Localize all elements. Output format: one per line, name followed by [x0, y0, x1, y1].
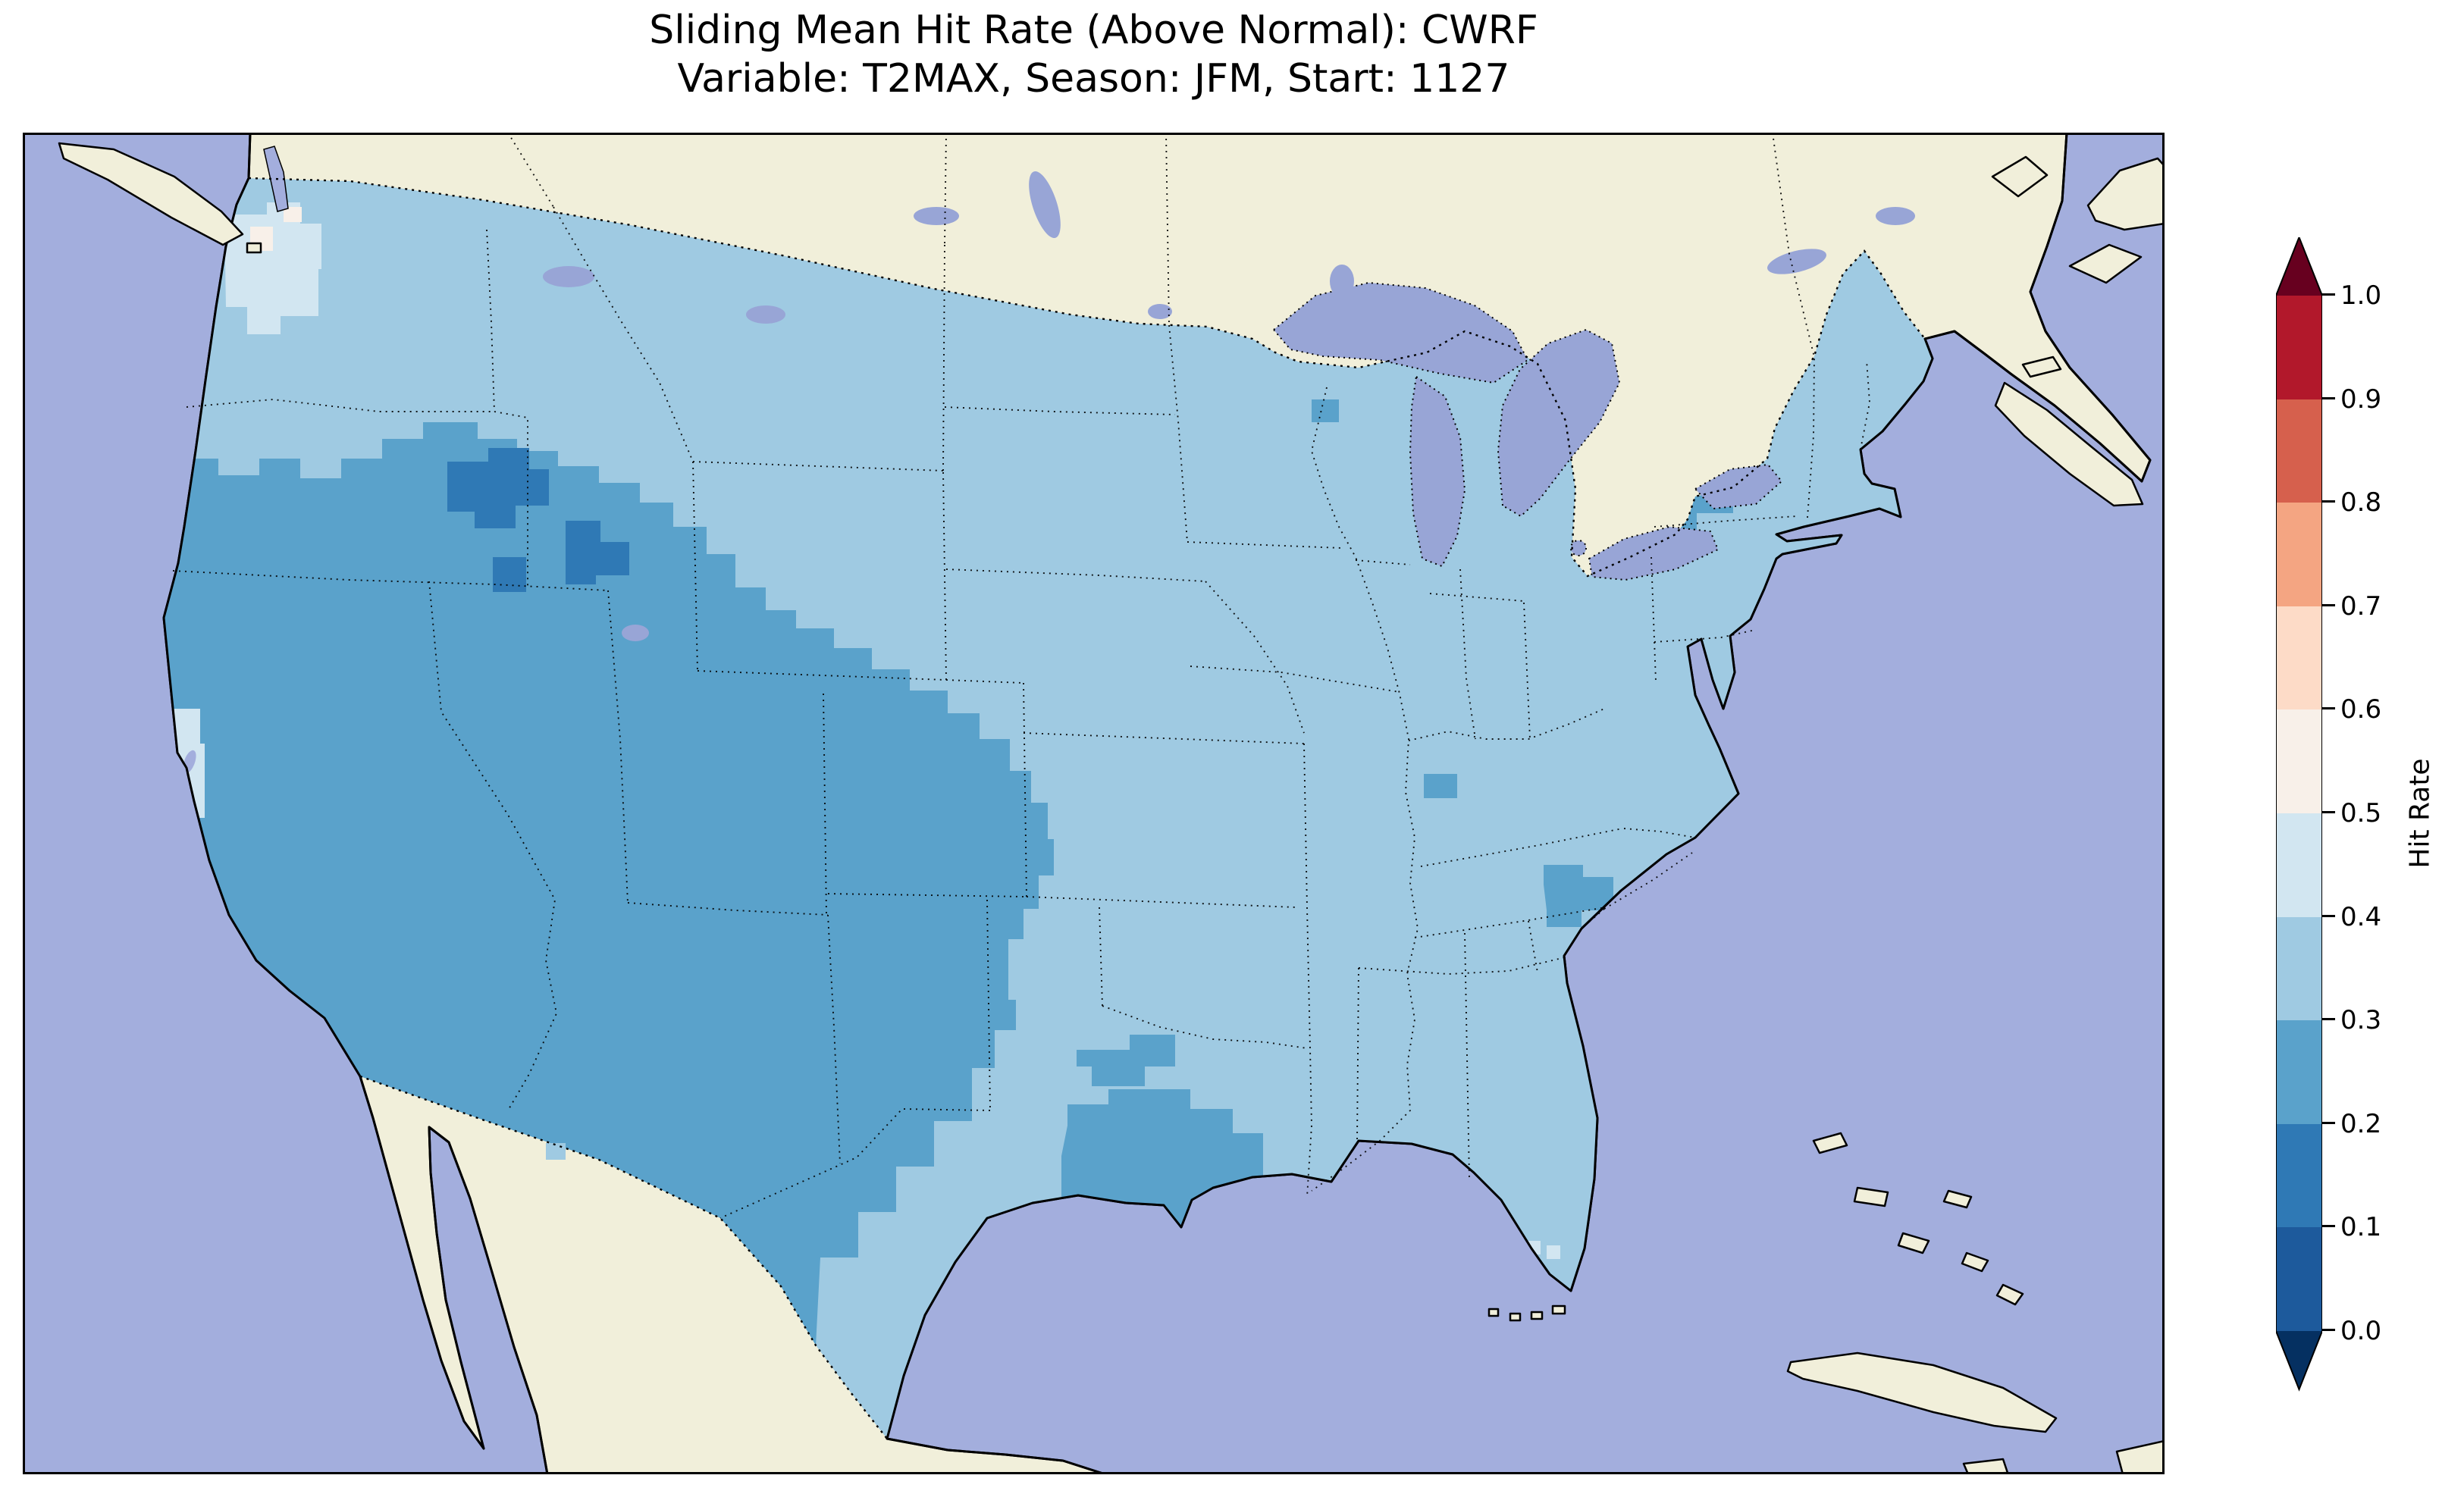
colorbar-tick-label: 0.6: [2340, 694, 2382, 725]
bahamas-island: [1961, 1251, 1989, 1273]
canada-lake: [914, 207, 959, 225]
colorbar-under-arrow: [2276, 1331, 2322, 1389]
lake-erie: [1588, 525, 1719, 581]
canada-lake: [1767, 249, 1826, 274]
small-lakes: [183, 171, 1915, 774]
map-panel: [23, 133, 2165, 1474]
canada-lake: [746, 305, 785, 324]
florida-key: [1551, 1305, 1566, 1315]
canada-lake: [1876, 207, 1915, 225]
colorbar-tick-label: 0.2: [2340, 1109, 2382, 1139]
anticosti-island: [2068, 243, 2143, 284]
hit-rate-patch-southwest-montana: [566, 521, 629, 584]
colorbar-segment: [2276, 813, 2322, 917]
colorbar-segment: [2276, 1020, 2322, 1124]
colorbar-tick: [2322, 604, 2335, 606]
gulf-island: [246, 242, 262, 254]
colorbar-segment: [2276, 399, 2322, 503]
colorbar-tick: [2322, 811, 2335, 813]
colorbar-tick-label: 0.4: [2340, 902, 2382, 932]
bahamas-island: [1853, 1186, 1889, 1207]
colorbar-tick: [2322, 707, 2335, 709]
nova-scotia: [1994, 381, 2144, 507]
colorbar-tick-label: 0.5: [2340, 798, 2382, 828]
cuba: [1786, 1351, 2058, 1433]
figure-title: Sliding Mean Hit Rate (Above Normal): CW…: [23, 6, 2165, 103]
colorbar-tick: [2322, 500, 2335, 503]
islands: [58, 142, 2165, 1474]
hit-rate-patch-red-river: [1077, 1035, 1175, 1086]
state-boundaries: [172, 206, 1870, 1219]
great-salt-lake: [622, 625, 649, 641]
title-line-2: Variable: T2MAX, Season: JFM, Start: 112…: [677, 56, 1510, 102]
colorbar-tick-label: 0.8: [2340, 487, 2382, 518]
colorbar-tick: [2322, 1018, 2335, 1020]
colorbar-tick: [2322, 1122, 2335, 1124]
lake-nipigon: [1330, 265, 1354, 298]
colorbar-segment: [2276, 1124, 2322, 1228]
colorbar-tick-label: 0.1: [2340, 1212, 2382, 1242]
hit-rate-patch-washington-coast: [224, 202, 321, 334]
colorbar-segment: [2276, 1227, 2322, 1331]
colorbar-outline: [2276, 237, 2322, 1392]
colorbar-tick-label: 0.7: [2340, 591, 2382, 622]
conus-map: [23, 133, 2165, 1474]
newfoundland-island: [2086, 157, 2165, 231]
gulf-st-lawrence-island: [1991, 155, 2049, 198]
florida-key: [1487, 1308, 1500, 1317]
bahamas-island: [1995, 1283, 2024, 1306]
lake-winnipeg: [1029, 171, 1061, 239]
lake-huron: [1497, 328, 1621, 518]
hit-rate-patch-georgia: [1544, 865, 1613, 927]
colorbar-tick-label: 0.9: [2340, 384, 2382, 415]
hit-rate-patch-idaho-south: [493, 557, 526, 592]
colorbar-segment: [2276, 709, 2322, 813]
bahamas-island: [1942, 1189, 1973, 1209]
bahamas-island: [1812, 1132, 1848, 1154]
lake-of-the-woods: [1148, 304, 1172, 319]
colorbar-segment: [2276, 503, 2322, 606]
colorbar-tick: [2322, 1225, 2335, 1227]
colorbar-tick: [2322, 293, 2335, 296]
colorbar-segment: [2276, 606, 2322, 710]
colorbar-tick: [2322, 1329, 2335, 1331]
colorbar-tick: [2322, 915, 2335, 917]
great-lakes: [1272, 281, 1783, 581]
colorbar-over-arrow: [2276, 237, 2322, 296]
canada-lake: [543, 266, 594, 287]
hit-rate-patch-idaho-oregon: [447, 448, 549, 528]
vancouver-island: [58, 142, 244, 246]
colorbar-segment: [2276, 917, 2322, 1021]
province-boundaries: [507, 133, 1815, 358]
bahamas-island: [1897, 1232, 1930, 1254]
hit-rate-spot-florida-2: [1547, 1245, 1560, 1259]
florida-key: [1509, 1312, 1522, 1322]
colorbar-tick-label: 1.0: [2340, 280, 2382, 311]
title-line-1: Sliding Mean Hit Rate (Above Normal): CW…: [649, 8, 1538, 53]
prince-edward-island: [2021, 355, 2062, 378]
colorbar: [2276, 237, 2322, 1392]
colorbar-axis-label: Hit Rate: [2404, 758, 2436, 869]
colorbar-segment: [2276, 296, 2322, 399]
hit-rate-patch-tennessee: [1424, 774, 1457, 798]
colorbar-tick: [2322, 397, 2335, 399]
hit-rate-region-west: [164, 422, 1054, 1345]
hit-rate-spot-washington-2: [284, 207, 302, 222]
stray-data-cell: [546, 1143, 566, 1160]
lake-st-clair: [1570, 540, 1587, 556]
map-frame: [23, 133, 2165, 1474]
lake-ontario: [1694, 463, 1783, 510]
hit-rate-patch-wisconsin: [1312, 399, 1339, 422]
lake-superior: [1272, 281, 1529, 384]
colorbar-tick-label: 0.0: [2340, 1316, 2382, 1346]
lake-michigan: [1409, 375, 1466, 568]
hispaniola: [2115, 1439, 2165, 1474]
colorbar-tick-label: 0.3: [2340, 1005, 2382, 1035]
florida-key: [1530, 1311, 1544, 1320]
